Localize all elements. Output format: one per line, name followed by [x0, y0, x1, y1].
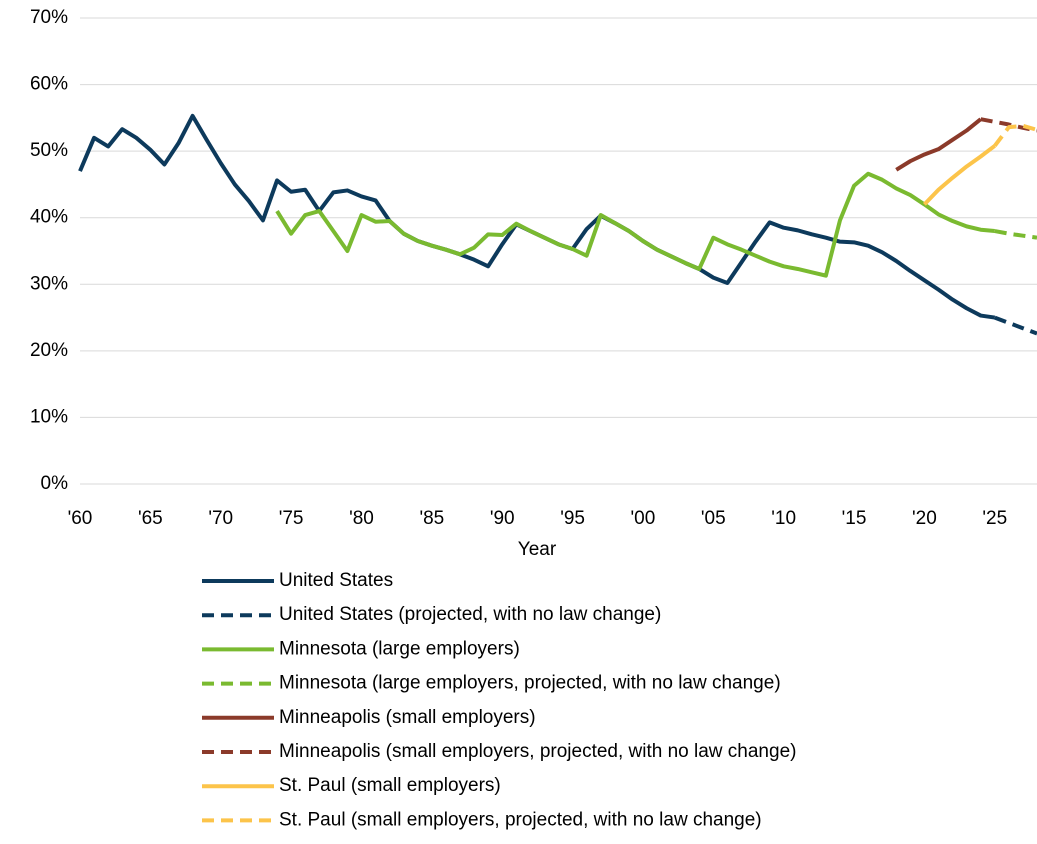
y-tick-label: 20% [30, 340, 68, 361]
y-tick-label: 0% [41, 473, 69, 494]
series-line [895, 117, 982, 172]
x-tick-label: '25 [982, 508, 1007, 529]
series-line [993, 123, 1037, 148]
y-tick-label: 10% [30, 406, 68, 427]
y-tick-label: 40% [30, 207, 68, 228]
legend-label: St. Paul (small employers, projected, wi… [279, 809, 762, 830]
y-tick-label: 60% [30, 74, 68, 95]
legend-label: St. Paul (small employers) [279, 775, 501, 796]
x-tick-label: '60 [68, 508, 93, 529]
y-tick-label: 30% [30, 273, 68, 294]
legend-label: Minnesota (large employers, projected, w… [279, 673, 781, 694]
x-tick-label: '70 [208, 508, 233, 529]
legend-label: Minnesota (large employers) [279, 638, 520, 659]
series-line [275, 171, 995, 278]
x-tick-label: '00 [631, 508, 656, 529]
x-tick-label: '05 [701, 508, 726, 529]
x-tick-label: '20 [912, 508, 937, 529]
x-tick-label: '80 [349, 508, 374, 529]
series-line [78, 113, 996, 320]
x-tick-label: '95 [560, 508, 585, 529]
series-line [922, 144, 996, 206]
legend-label: Minneapolis (small employers) [279, 707, 536, 728]
y-tick-label: 70% [30, 7, 68, 28]
x-axis-label: Year [518, 539, 557, 560]
x-tick-label: '65 [138, 508, 163, 529]
series-line [994, 315, 1037, 336]
series-line [994, 229, 1037, 240]
x-tick-label: '10 [771, 508, 796, 529]
legend-label: United States [279, 570, 393, 591]
x-tick-label: '90 [490, 508, 515, 529]
legend-label: Minneapolis (small employers, projected,… [279, 741, 796, 762]
legend-label: United States (projected, with no law ch… [279, 604, 661, 625]
y-tick-label: 50% [30, 140, 68, 161]
x-tick-label: '75 [279, 508, 304, 529]
x-tick-label: '15 [842, 508, 867, 529]
x-tick-label: '85 [419, 508, 444, 529]
